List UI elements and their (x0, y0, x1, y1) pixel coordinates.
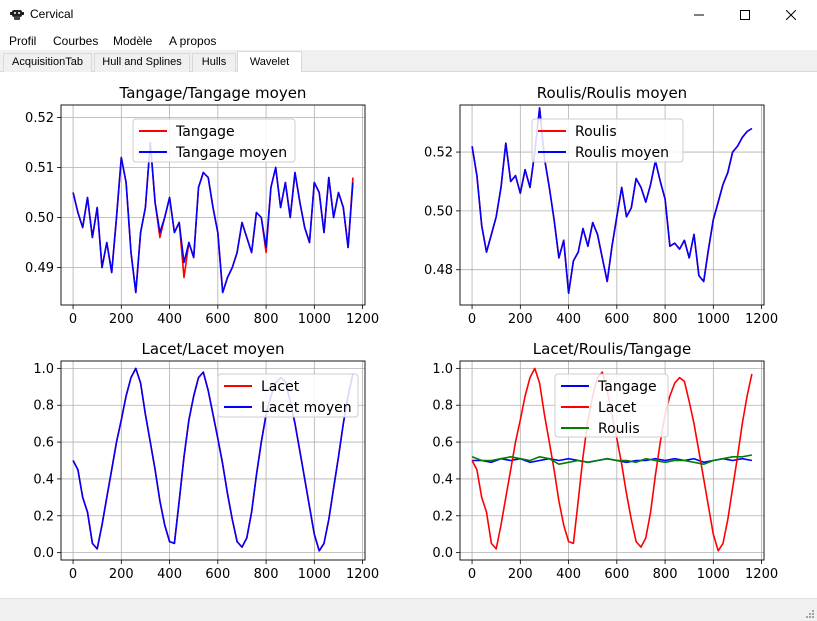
chart-title: Lacet/Lacet moyen (141, 340, 284, 358)
y-tick-label: 0.0 (432, 546, 453, 561)
minimize-button[interactable] (676, 0, 722, 30)
x-tick-label: 800 (254, 567, 279, 582)
y-tick-label: 0.2 (33, 509, 54, 524)
tab-wavelet[interactable]: Wavelet (237, 51, 302, 73)
x-tick-label: 1000 (697, 312, 730, 327)
y-tick-label: 0.50 (424, 204, 453, 219)
legend-label: Roulis moyen (575, 145, 669, 161)
y-tick-label: 1.0 (432, 362, 453, 377)
x-tick-label: 800 (653, 567, 678, 582)
x-tick-label: 400 (556, 567, 581, 582)
y-tick-label: 0.8 (33, 399, 54, 414)
x-tick-label: 400 (556, 312, 581, 327)
status-bar (0, 598, 817, 621)
menu-modele[interactable]: Modèle (113, 34, 153, 48)
legend-label: Lacet moyen (261, 400, 352, 416)
y-tick-label: 0.8 (432, 399, 453, 414)
y-tick-label: 0.48 (424, 263, 453, 278)
tab-hulls[interactable]: Hulls (192, 53, 236, 72)
y-tick-label: 0.49 (25, 261, 54, 276)
chart-1: 0 200 400 600 800 1000 1200 0.49 0.50 0.51 0.52 Tan… (25, 84, 379, 327)
x-tick-label: 1200 (745, 567, 778, 582)
y-tick-label: 0.6 (432, 436, 453, 451)
y-tick-label: 0.0 (33, 546, 54, 561)
x-tick-label: 0 (468, 567, 476, 582)
y-tick-label: 0.52 (25, 111, 54, 126)
legend-label: Tangage (597, 379, 657, 395)
x-tick-label: 0 (69, 312, 77, 327)
x-tick-label: 1000 (298, 567, 331, 582)
x-tick-label: 600 (205, 567, 230, 582)
chart-title: Tangage/Tangage moyen (119, 84, 307, 102)
y-tick-label: 0.50 (25, 211, 54, 226)
window-title: Cervical (30, 7, 74, 21)
close-button[interactable] (768, 0, 814, 30)
plots-canvas: 0 200 400 600 800 1000 1200 0.49 0.50 0.51 0.52 Tan… (25, 84, 778, 582)
axes-frame (60, 360, 366, 561)
menu-a-propos[interactable]: A propos (169, 34, 217, 48)
chart-2: 0 200 400 600 800 1000 1200 0.48 0.50 0.52 Roulis/… (424, 84, 778, 327)
close-icon (786, 10, 796, 20)
x-tick-label: 800 (653, 312, 678, 327)
series-line-roulis (471, 454, 753, 466)
legend-label: Roulis (575, 124, 617, 140)
x-tick-label: 200 (109, 312, 134, 327)
x-tick-label: 0 (468, 312, 476, 327)
python-icon (10, 10, 24, 20)
menu-profil[interactable]: Profil (9, 34, 37, 48)
y-tick-label: 0.51 (25, 161, 54, 176)
chart-title: Lacet/Roulis/Tangage (533, 340, 691, 358)
wavelet-panel: 0 200 400 600 800 1000 1200 0.49 0.50 0.51 0.52 Tan… (0, 72, 817, 598)
x-tick-label: 800 (254, 312, 279, 327)
x-tick-label: 600 (604, 312, 629, 327)
menu-courbes[interactable]: Courbes (53, 34, 99, 48)
axes-frame (459, 360, 765, 561)
x-tick-label: 1200 (346, 312, 379, 327)
resize-grip-icon[interactable] (804, 608, 814, 618)
x-tick-label: 200 (109, 567, 134, 582)
y-tick-label: 0.4 (33, 472, 54, 487)
legend-box (132, 118, 296, 163)
y-tick-label: 0.2 (432, 509, 453, 524)
chart-title: Roulis/Roulis moyen (537, 84, 687, 102)
x-tick-label: 1000 (298, 312, 331, 327)
tab-acquisition[interactable]: AcquisitionTab (3, 53, 92, 72)
y-tick-label: 0.52 (424, 146, 453, 161)
x-tick-label: 200 (508, 567, 533, 582)
x-tick-label: 1000 (697, 567, 730, 582)
x-tick-label: 0 (69, 567, 77, 582)
x-tick-label: 200 (508, 312, 533, 327)
x-tick-label: 1200 (346, 567, 379, 582)
x-tick-label: 600 (604, 567, 629, 582)
y-tick-label: 0.4 (432, 472, 453, 487)
x-tick-label: 400 (157, 312, 182, 327)
legend-box (217, 373, 359, 418)
series-line-tangage-moyen (72, 141, 354, 294)
chart-4: 0 200 400 600 800 1000 1200 0.0 0.2 0.4 0.6 0.8 1.0 L… (432, 340, 778, 582)
y-tick-label: 0.6 (33, 436, 54, 451)
x-tick-label: 400 (157, 567, 182, 582)
chart-3: 0 200 400 600 800 1000 1200 0.0 0.2 0.4 0.6 0.8 1.0 L… (33, 340, 379, 582)
legend-label: Roulis (598, 421, 640, 437)
title-bar: Cervical (0, 0, 817, 30)
legend-label: Tangage (175, 124, 235, 140)
tab-bar: AcquisitionTab Hull and Splines Hulls Wa… (0, 50, 817, 73)
legend-box (531, 118, 684, 163)
series-line-roulis-moyen (471, 107, 753, 294)
series-line-lacet-moyen (72, 367, 354, 552)
axes-frame (60, 104, 366, 306)
minimize-icon (694, 14, 704, 16)
tab-hull-and-splines[interactable]: Hull and Splines (94, 53, 190, 72)
maximize-button[interactable] (722, 0, 768, 30)
legend-box (554, 373, 669, 438)
legend-label: Lacet (261, 379, 300, 395)
menu-bar: Profil Courbes Modèle A propos (0, 30, 817, 50)
legend-label: Tangage moyen (175, 145, 287, 161)
y-tick-label: 1.0 (33, 362, 54, 377)
x-tick-label: 600 (205, 312, 230, 327)
axes-frame (459, 104, 765, 306)
legend-label: Lacet (598, 400, 637, 416)
maximize-icon (740, 10, 750, 20)
x-tick-label: 1200 (745, 312, 778, 327)
